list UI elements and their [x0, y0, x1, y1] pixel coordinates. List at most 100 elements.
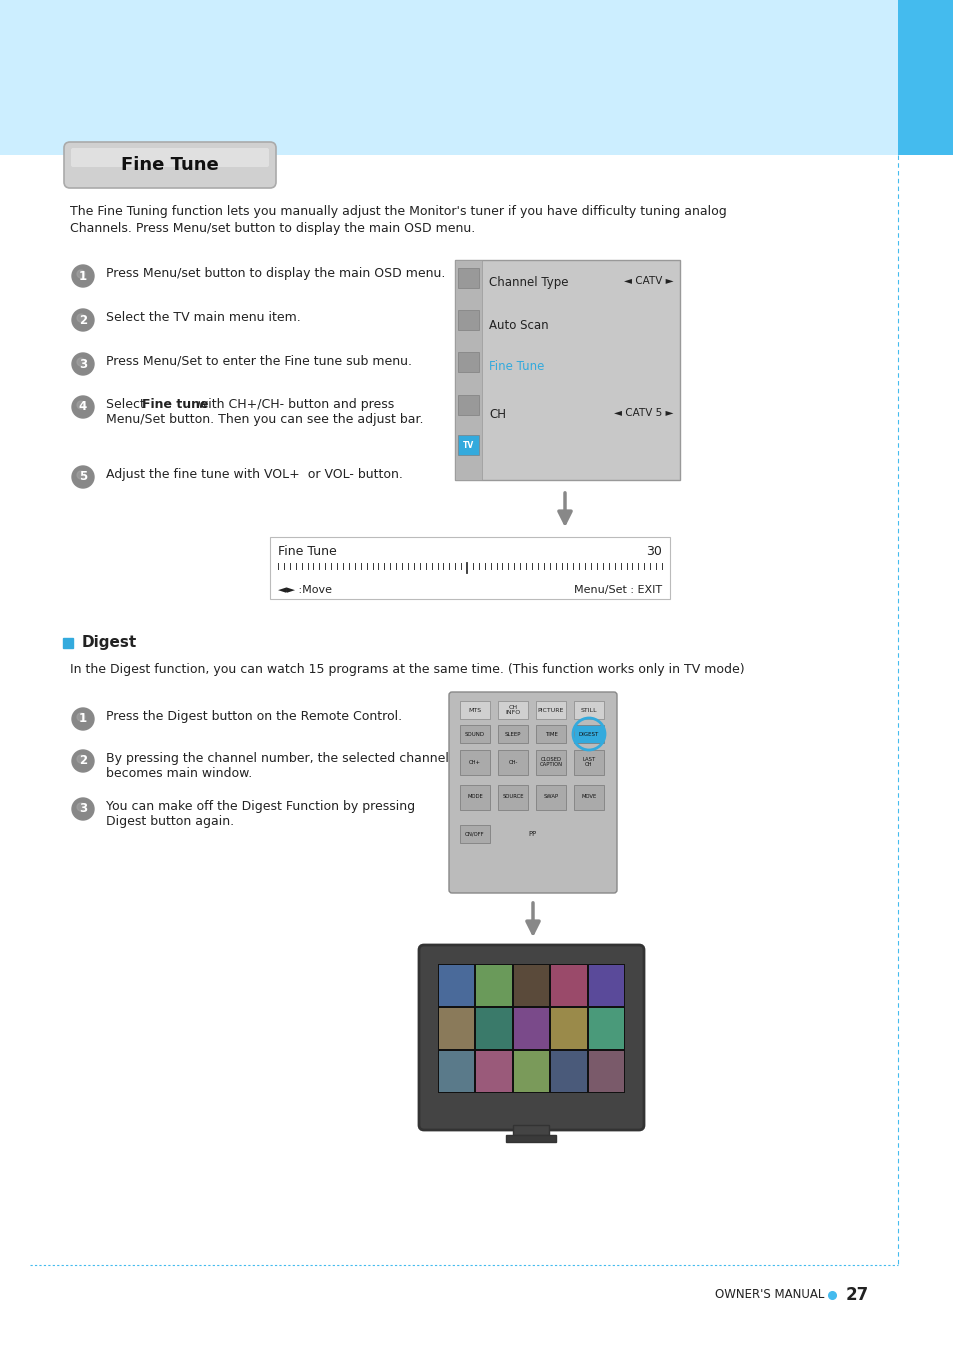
- Bar: [513, 1125, 549, 1135]
- Circle shape: [77, 314, 85, 322]
- Text: By pressing the channel number, the selected channel: By pressing the channel number, the sele…: [106, 751, 449, 765]
- Bar: [574, 701, 603, 719]
- Text: 4: 4: [79, 401, 87, 414]
- Bar: [438, 1051, 474, 1091]
- Circle shape: [71, 309, 94, 331]
- Circle shape: [77, 357, 85, 366]
- Text: ◄ CATV ►: ◄ CATV ►: [623, 277, 673, 286]
- FancyBboxPatch shape: [71, 148, 269, 167]
- Text: SOUND: SOUND: [464, 731, 484, 737]
- Bar: [459, 826, 490, 843]
- Text: 27: 27: [845, 1286, 868, 1304]
- Bar: [551, 1051, 586, 1091]
- Bar: [455, 260, 481, 480]
- Text: Channel Type: Channel Type: [489, 277, 568, 289]
- Text: SWAP: SWAP: [543, 795, 558, 800]
- FancyBboxPatch shape: [64, 142, 275, 188]
- Text: 3: 3: [79, 357, 87, 371]
- Text: Press Menu/Set to enter the Fine tune sub menu.: Press Menu/Set to enter the Fine tune su…: [106, 355, 412, 368]
- Text: TIME: TIME: [544, 731, 557, 737]
- Text: Select: Select: [106, 398, 149, 411]
- Text: Digest: Digest: [82, 635, 137, 650]
- Bar: [551, 965, 586, 1006]
- Bar: [497, 701, 527, 719]
- Text: STILL: STILL: [580, 707, 597, 712]
- Text: LAST
CH: LAST CH: [581, 757, 595, 768]
- Text: 1: 1: [79, 712, 87, 726]
- Bar: [497, 724, 527, 743]
- Text: 5: 5: [79, 471, 87, 483]
- Bar: [457, 434, 478, 455]
- Text: with CH+/CH- button and press: with CH+/CH- button and press: [194, 398, 395, 411]
- Circle shape: [77, 803, 85, 811]
- Text: In the Digest function, you can watch 15 programs at the same time. (This functi: In the Digest function, you can watch 15…: [70, 662, 744, 676]
- Bar: [514, 1051, 549, 1091]
- Bar: [270, 537, 669, 599]
- Bar: [588, 1051, 623, 1091]
- Bar: [457, 352, 478, 372]
- Bar: [574, 785, 603, 809]
- FancyBboxPatch shape: [449, 692, 617, 893]
- Circle shape: [71, 397, 94, 418]
- Circle shape: [71, 708, 94, 730]
- Bar: [497, 750, 527, 774]
- Bar: [459, 724, 490, 743]
- Bar: [536, 724, 565, 743]
- Bar: [588, 1008, 623, 1050]
- Text: Fine Tune: Fine Tune: [121, 156, 218, 174]
- Text: MTS: MTS: [468, 707, 481, 712]
- Text: 3: 3: [79, 803, 87, 816]
- Bar: [457, 310, 478, 331]
- Text: DIGEST: DIGEST: [578, 731, 598, 737]
- Bar: [536, 750, 565, 774]
- Circle shape: [77, 471, 85, 479]
- Text: MODE: MODE: [467, 795, 482, 800]
- Text: SOURCE: SOURCE: [501, 795, 523, 800]
- Text: Menu/Set : EXIT: Menu/Set : EXIT: [574, 585, 661, 595]
- Circle shape: [77, 714, 85, 720]
- Bar: [574, 750, 603, 774]
- Bar: [459, 750, 490, 774]
- Text: SLEEP: SLEEP: [504, 731, 520, 737]
- Bar: [574, 724, 603, 743]
- Bar: [476, 1051, 511, 1091]
- Text: CH
INFO: CH INFO: [505, 704, 520, 715]
- Text: CLOSED
CAPTION: CLOSED CAPTION: [539, 757, 562, 768]
- Circle shape: [71, 264, 94, 287]
- Bar: [438, 1008, 474, 1050]
- Bar: [457, 395, 478, 415]
- Bar: [897, 0, 953, 155]
- Text: The Fine Tuning function lets you manually adjust the Monitor's tuner if you hav: The Fine Tuning function lets you manual…: [70, 205, 726, 219]
- Text: Fine Tune: Fine Tune: [277, 545, 336, 558]
- Bar: [514, 1008, 549, 1050]
- Text: 1: 1: [79, 270, 87, 282]
- Circle shape: [71, 353, 94, 375]
- Text: CH-: CH-: [508, 759, 517, 765]
- Text: Menu/Set button. Then you can see the adjust bar.: Menu/Set button. Then you can see the ad…: [106, 413, 423, 426]
- Bar: [506, 1135, 556, 1143]
- Bar: [551, 1008, 586, 1050]
- Text: Auto Scan: Auto Scan: [489, 318, 548, 332]
- Circle shape: [77, 755, 85, 764]
- Text: CH: CH: [489, 407, 505, 421]
- Text: Channels. Press Menu/set button to display the main OSD menu.: Channels. Press Menu/set button to displ…: [70, 223, 475, 235]
- Text: 30: 30: [645, 545, 661, 558]
- Text: 2: 2: [79, 754, 87, 768]
- Bar: [536, 701, 565, 719]
- Bar: [437, 965, 624, 1093]
- Text: Digest button again.: Digest button again.: [106, 815, 233, 828]
- Text: Press Menu/set button to display the main OSD menu.: Press Menu/set button to display the mai…: [106, 267, 445, 281]
- Text: PICTURE: PICTURE: [537, 707, 563, 712]
- Text: You can make off the Digest Function by pressing: You can make off the Digest Function by …: [106, 800, 415, 813]
- Bar: [497, 785, 527, 809]
- FancyBboxPatch shape: [418, 946, 643, 1130]
- Text: CH+: CH+: [469, 759, 480, 765]
- Bar: [457, 268, 478, 287]
- Text: ◄ CATV 5 ►: ◄ CATV 5 ►: [614, 407, 673, 418]
- Bar: [438, 965, 474, 1006]
- Text: PP: PP: [528, 831, 537, 836]
- Bar: [0, 0, 897, 155]
- Bar: [536, 785, 565, 809]
- Circle shape: [77, 270, 85, 278]
- Circle shape: [71, 750, 94, 772]
